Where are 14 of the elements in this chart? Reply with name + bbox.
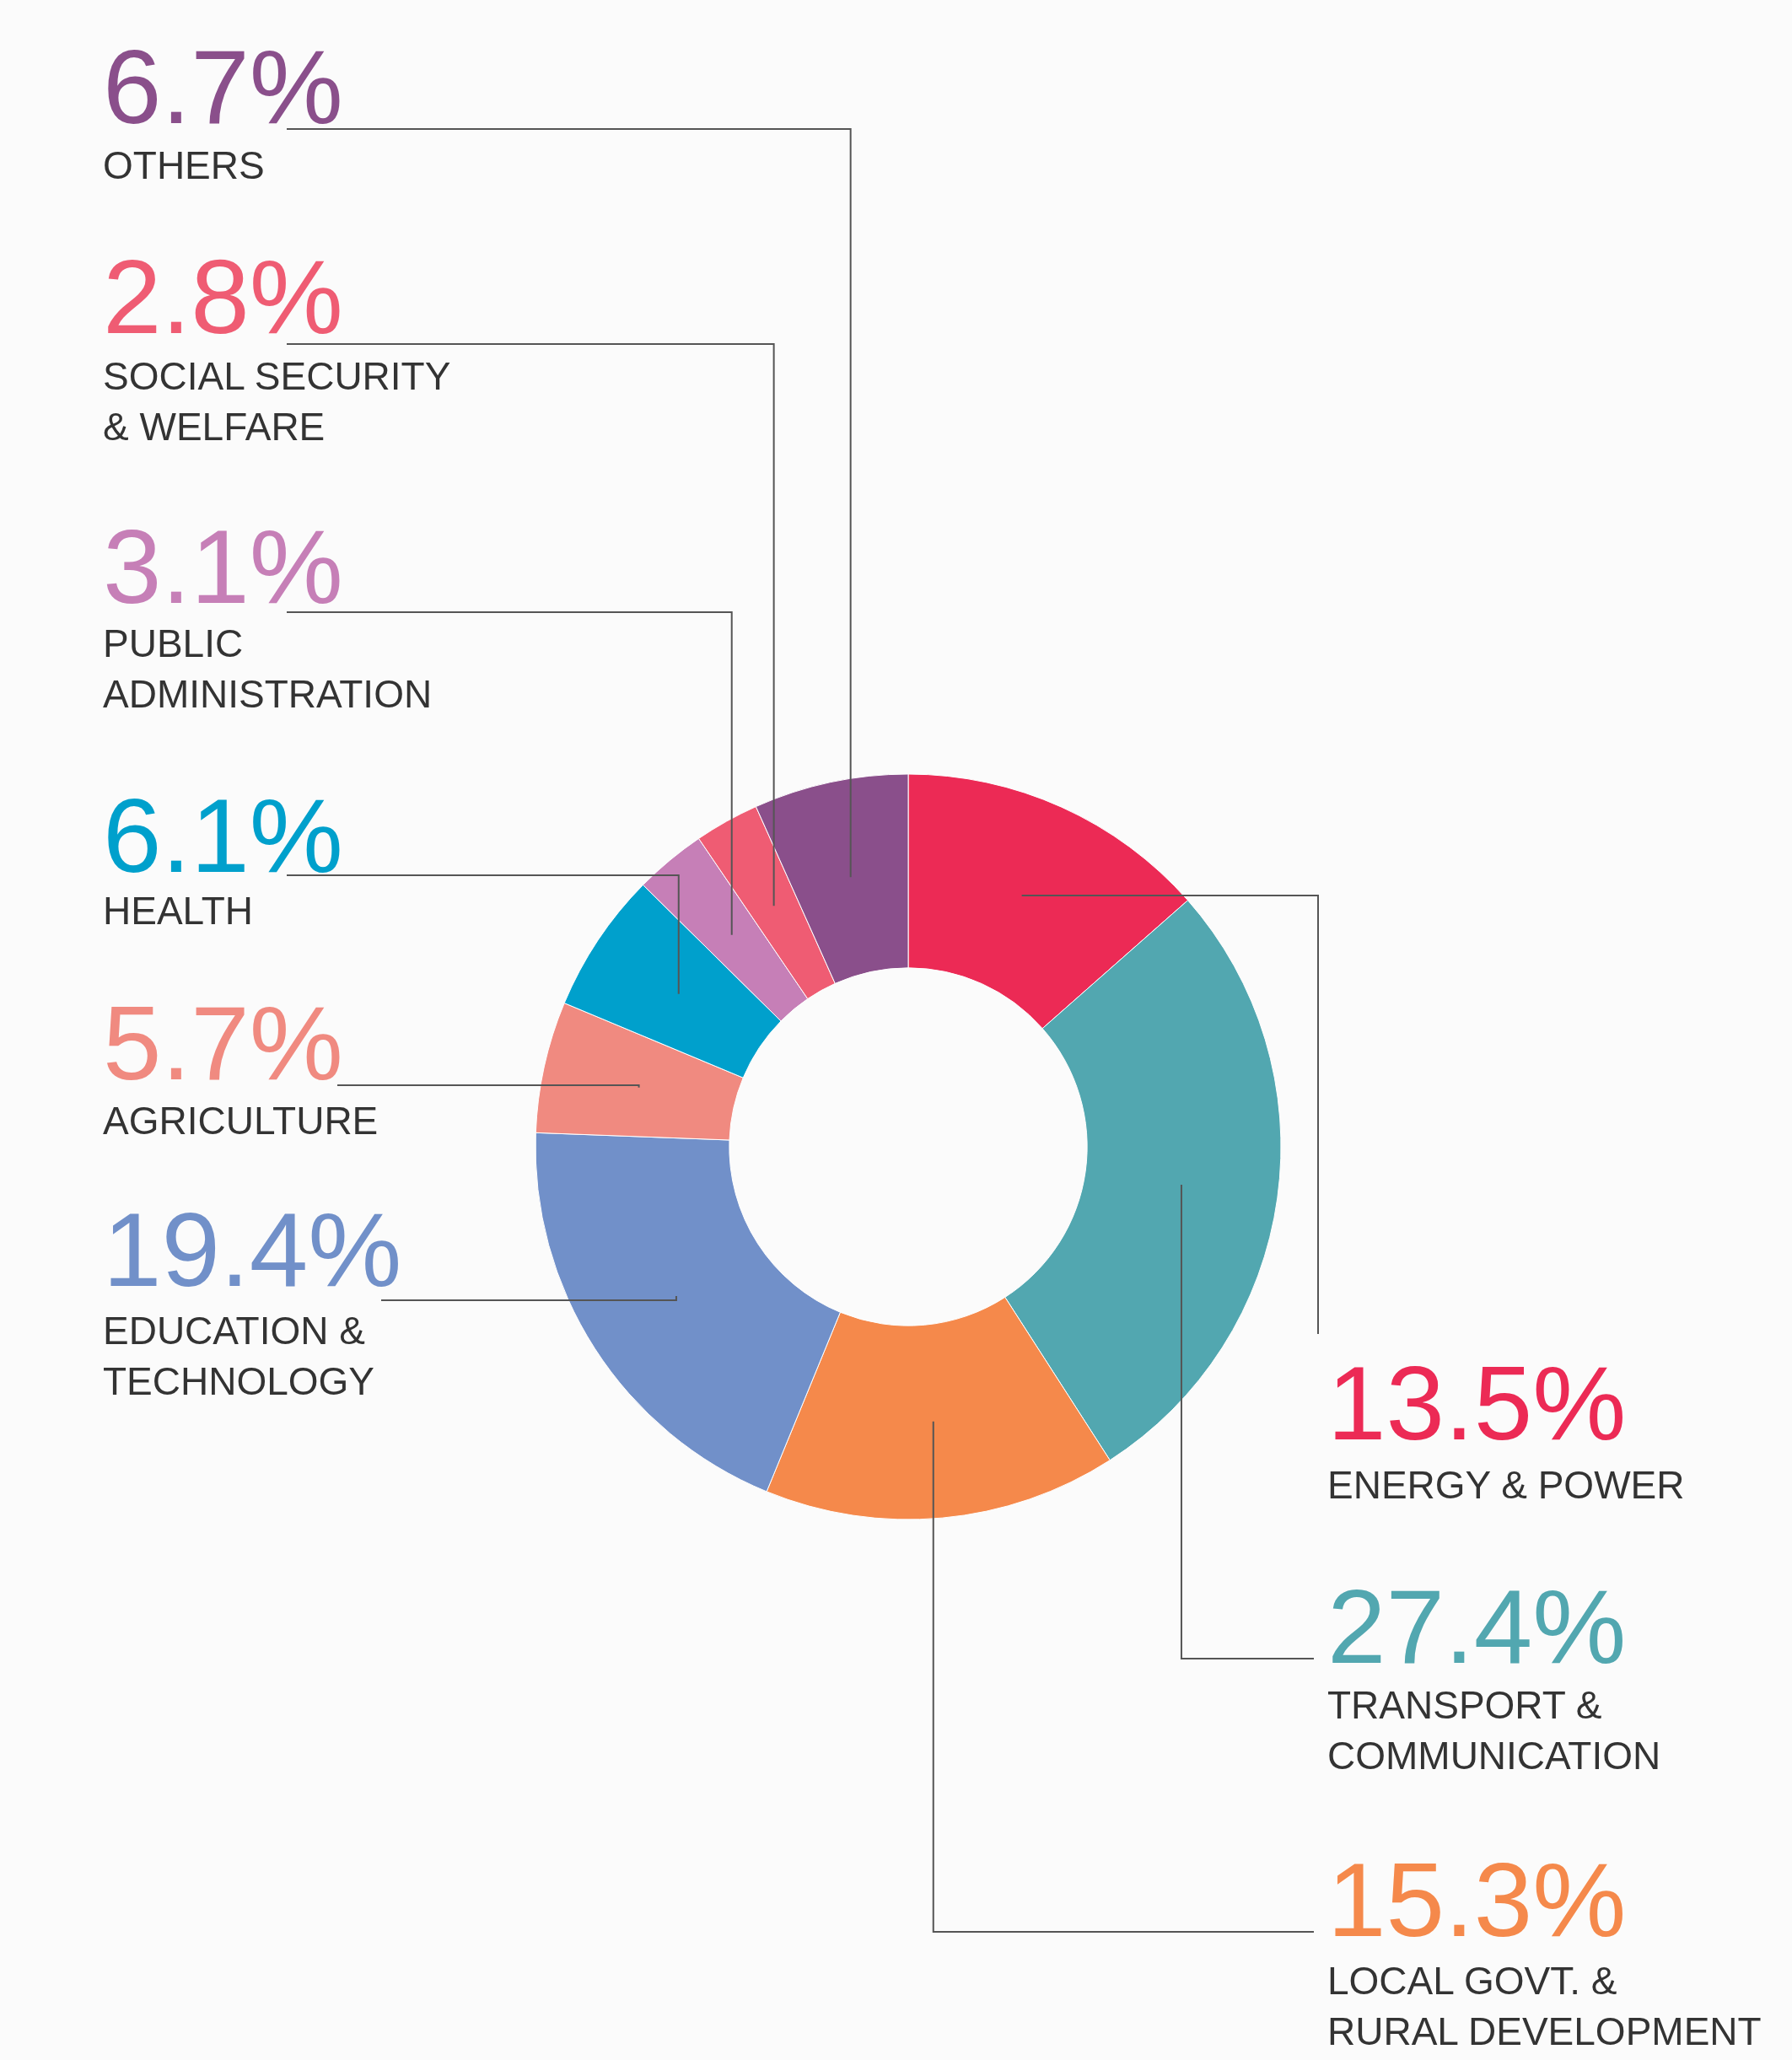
slice-label: OTHERS bbox=[103, 143, 265, 187]
data-label: 15.3% bbox=[1327, 1841, 1627, 1958]
slice-label: TRANSPORT & COMMUNICATION bbox=[1327, 1683, 1661, 1778]
slice-label: EDUCATION & TECHNOLOGY bbox=[103, 1309, 375, 1403]
data-label: 19.4% bbox=[103, 1191, 402, 1308]
slice-label: ENERGY & POWER bbox=[1327, 1463, 1685, 1507]
data-label: 27.4% bbox=[1327, 1568, 1627, 1685]
data-label: 6.7% bbox=[103, 28, 343, 145]
slice-label: LOCAL GOVT. & RURAL DEVELOPMENT bbox=[1327, 1959, 1762, 2053]
slice-label: AGRICULTURE bbox=[103, 1099, 379, 1143]
data-label: 13.5% bbox=[1327, 1344, 1627, 1461]
data-label: 5.7% bbox=[103, 984, 343, 1101]
data-label: 2.8% bbox=[103, 238, 343, 355]
slice-label: SOCIAL SECURITY & WELFARE bbox=[103, 354, 451, 449]
